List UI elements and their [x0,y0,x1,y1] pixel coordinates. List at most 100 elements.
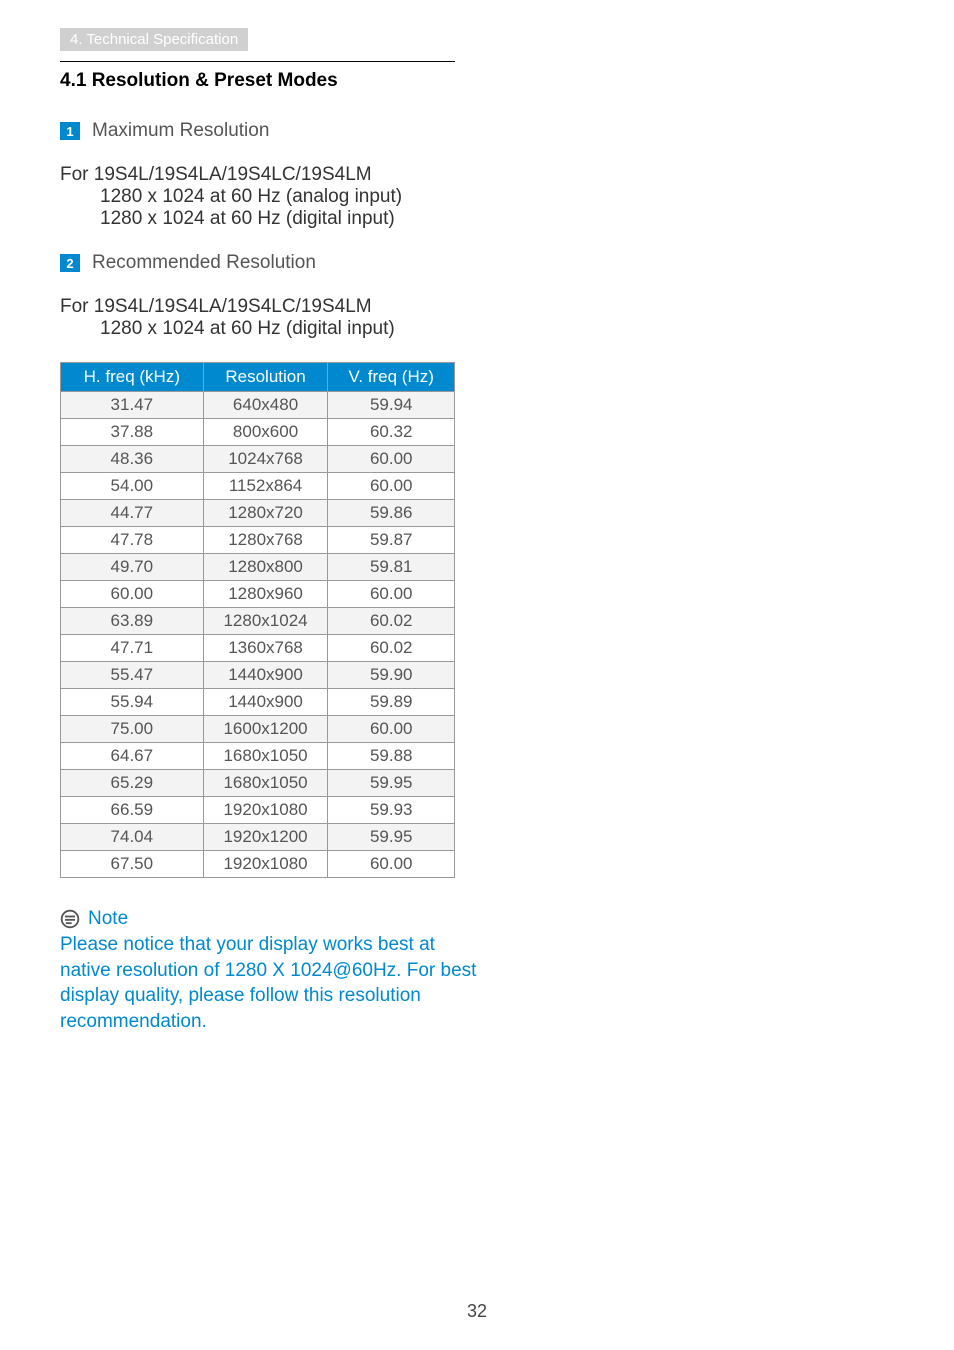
table-row: 67.501920x108060.00 [61,851,455,878]
table-row: 47.781280x76859.87 [61,527,455,554]
table-cell: 59.90 [328,662,455,689]
list-number-badge: 1 [60,122,80,140]
section-divider [60,61,455,62]
table-cell: 1680x1050 [203,743,328,770]
table-cell: 59.93 [328,797,455,824]
table-cell: 59.89 [328,689,455,716]
table-cell: 60.00 [328,716,455,743]
table-cell: 60.02 [328,635,455,662]
for-label: For [60,164,89,185]
table-cell: 55.47 [61,662,204,689]
table-row: 55.941440x90059.89 [61,689,455,716]
table-cell: 1360x768 [203,635,328,662]
table-cell: 1680x1050 [203,770,328,797]
table-cell: 1280x1024 [203,608,328,635]
breadcrumb: 4. Technical Specification [60,28,248,51]
table-cell: 60.00 [328,473,455,500]
table-cell: 1920x1080 [203,797,328,824]
page-number: 32 [0,1301,954,1322]
table-row: 75.001600x120060.00 [61,716,455,743]
table-cell: 49.70 [61,554,204,581]
table-cell: 59.95 [328,770,455,797]
table-cell: 60.02 [328,608,455,635]
list-number-badge: 2 [60,254,80,272]
table-cell: 44.77 [61,500,204,527]
table-row: 47.711360x76860.02 [61,635,455,662]
table-cell: 74.04 [61,824,204,851]
table-row: 37.88800x60060.32 [61,419,455,446]
table-cell: 31.47 [61,392,204,419]
for-models: 19S4L/19S4LA/19S4LC/19S4LM [94,296,372,317]
spec-line: 1280 x 1024 at 60 Hz (analog input) [60,186,894,208]
table-cell: 59.94 [328,392,455,419]
table-row: 55.471440x90059.90 [61,662,455,689]
column-header: V. freq (Hz) [328,363,455,392]
table-row: 31.47640x48059.94 [61,392,455,419]
table-row: 64.671680x105059.88 [61,743,455,770]
table-row: 60.001280x96060.00 [61,581,455,608]
table-cell: 65.29 [61,770,204,797]
table-cell: 37.88 [61,419,204,446]
table-cell: 60.00 [61,581,204,608]
table-cell: 48.36 [61,446,204,473]
table-cell: 1280x800 [203,554,328,581]
table-cell: 75.00 [61,716,204,743]
table-cell: 60.00 [328,446,455,473]
for-label: For [60,296,89,317]
note-heading: Note [60,908,490,930]
table-row: 44.771280x72059.86 [61,500,455,527]
table-cell: 60.00 [328,851,455,878]
table-cell: 59.87 [328,527,455,554]
note-icon [60,909,80,929]
for-line: For 19S4L/19S4LA/19S4LC/19S4LM [60,164,894,186]
table-cell: 1280x720 [203,500,328,527]
table-cell: 66.59 [61,797,204,824]
table-row: 74.041920x120059.95 [61,824,455,851]
table-cell: 1440x900 [203,689,328,716]
table-cell: 59.95 [328,824,455,851]
spec-line: 1280 x 1024 at 60 Hz (digital input) [60,318,894,340]
table-cell: 47.71 [61,635,204,662]
list-item-label: Recommended Resolution [92,252,316,274]
for-line: For 19S4L/19S4LA/19S4LC/19S4LM [60,296,894,318]
table-cell: 55.94 [61,689,204,716]
table-row: 54.001152x86460.00 [61,473,455,500]
note-block: Note Please notice that your display wor… [60,908,490,1035]
table-cell: 59.88 [328,743,455,770]
table-row: 48.361024x76860.00 [61,446,455,473]
table-cell: 1920x1080 [203,851,328,878]
table-cell: 60.32 [328,419,455,446]
table-cell: 1440x900 [203,662,328,689]
table-cell: 1600x1200 [203,716,328,743]
for-models: 19S4L/19S4LA/19S4LC/19S4LM [94,164,372,185]
table-cell: 1152x864 [203,473,328,500]
table-cell: 1920x1200 [203,824,328,851]
column-header: H. freq (kHz) [61,363,204,392]
table-cell: 59.86 [328,500,455,527]
spec-line: 1280 x 1024 at 60 Hz (digital input) [60,208,894,230]
table-row: 65.291680x105059.95 [61,770,455,797]
table-cell: 47.78 [61,527,204,554]
note-body: Please notice that your display works be… [60,932,490,1035]
table-row: 49.701280x80059.81 [61,554,455,581]
table-cell: 63.89 [61,608,204,635]
table-cell: 67.50 [61,851,204,878]
table-cell: 640x480 [203,392,328,419]
list-item: 1 Maximum Resolution [60,120,894,142]
table-row: 66.591920x108059.93 [61,797,455,824]
preset-modes-table: H. freq (kHz) Resolution V. freq (Hz) 31… [60,362,455,878]
list-item: 2 Recommended Resolution [60,252,894,274]
table-cell: 1280x768 [203,527,328,554]
for-block: For 19S4L/19S4LA/19S4LC/19S4LM 1280 x 10… [60,164,894,230]
table-cell: 54.00 [61,473,204,500]
table-cell: 60.00 [328,581,455,608]
for-block: For 19S4L/19S4LA/19S4LC/19S4LM 1280 x 10… [60,296,894,340]
table-header-row: H. freq (kHz) Resolution V. freq (Hz) [61,363,455,392]
table-cell: 1280x960 [203,581,328,608]
table-cell: 800x600 [203,419,328,446]
table-cell: 64.67 [61,743,204,770]
column-header: Resolution [203,363,328,392]
note-title: Note [88,908,128,930]
table-cell: 59.81 [328,554,455,581]
section-title: 4.1 Resolution & Preset Modes [60,70,894,92]
